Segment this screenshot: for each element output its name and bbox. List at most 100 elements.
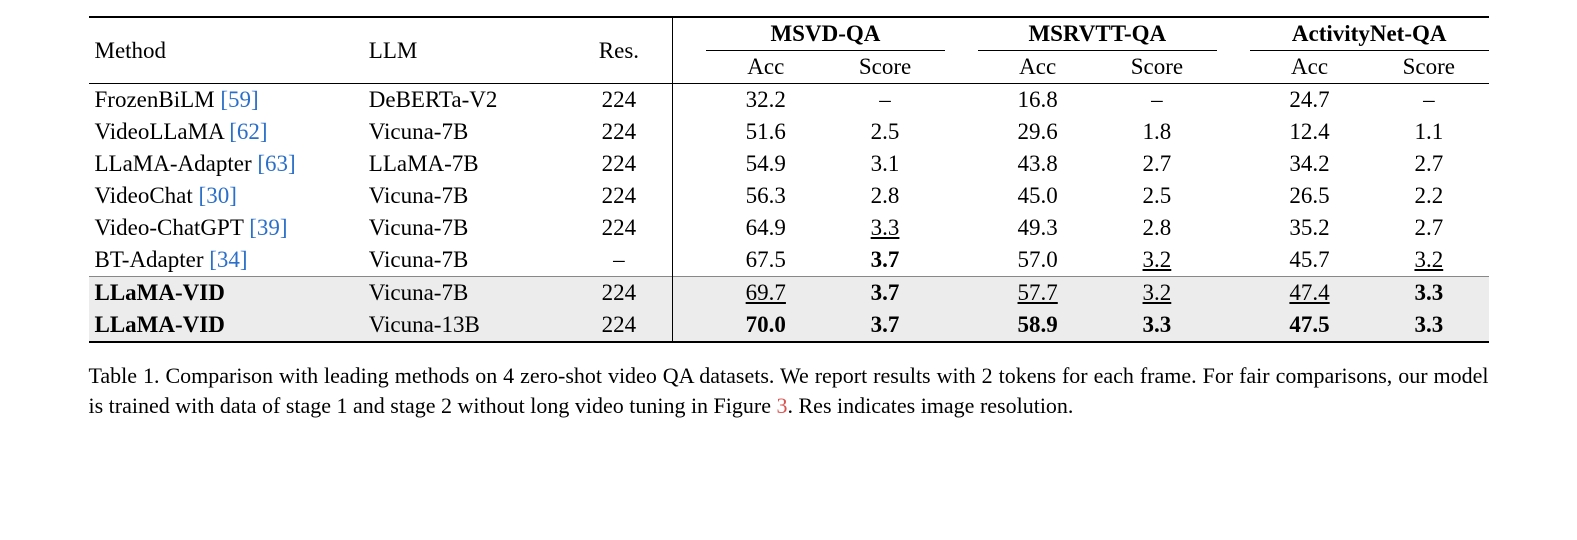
llm-cell: LLaMA-7B	[363, 148, 566, 180]
spacer	[1217, 277, 1250, 310]
method-name: FrozenBiLM	[95, 87, 215, 112]
spacer	[673, 309, 706, 342]
spacer	[945, 277, 978, 310]
anet-score-cell: 2.7	[1369, 212, 1488, 244]
method-cell: LLaMA-VID	[89, 309, 363, 342]
spacer	[673, 180, 706, 212]
spacer	[673, 244, 706, 277]
spacer	[945, 309, 978, 342]
anet-acc-cell: 47.4	[1250, 277, 1369, 310]
spacer	[1217, 17, 1250, 84]
col-group-anet: ActivityNet-QA	[1250, 17, 1489, 51]
msrvtt-acc-cell: 57.7	[978, 277, 1097, 310]
llm-cell: Vicuna-7B	[363, 180, 566, 212]
anet-acc-cell: 35.2	[1250, 212, 1369, 244]
col-acc: Acc	[706, 51, 825, 84]
msvd-acc-cell: 70.0	[706, 309, 825, 342]
method-cell: VideoChat [30]	[89, 180, 363, 212]
method-name: VideoChat	[95, 183, 193, 208]
msrvtt-score-cell: 3.2	[1097, 277, 1216, 310]
spacer	[1217, 309, 1250, 342]
citation: [59]	[220, 87, 258, 112]
table-row: LLaMA-VIDVicuna-13B22470.03.758.93.347.5…	[89, 309, 1489, 342]
anet-score-cell: 2.7	[1369, 148, 1488, 180]
anet-acc-cell: 26.5	[1250, 180, 1369, 212]
msvd-acc-cell: 67.5	[706, 244, 825, 277]
citation: [34]	[209, 247, 247, 272]
msvd-acc-cell: 56.3	[706, 180, 825, 212]
spacer	[945, 116, 978, 148]
method-cell: Video-ChatGPT [39]	[89, 212, 363, 244]
anet-acc-cell: 34.2	[1250, 148, 1369, 180]
method-name: LLaMA-Adapter	[95, 151, 252, 176]
table-row: Video-ChatGPT [39]Vicuna-7B22464.93.349.…	[89, 212, 1489, 244]
col-acc: Acc	[978, 51, 1097, 84]
msvd-score-cell: 2.8	[825, 180, 944, 212]
table-row: FrozenBiLM [59]DeBERTa-V222432.2–16.8–24…	[89, 84, 1489, 117]
spacer	[673, 116, 706, 148]
msrvtt-score-cell: 2.8	[1097, 212, 1216, 244]
res-cell: 224	[565, 116, 672, 148]
table-row: VideoChat [30]Vicuna-7B22456.32.845.02.5…	[89, 180, 1489, 212]
citation: [62]	[229, 119, 267, 144]
msrvtt-acc-cell: 49.3	[978, 212, 1097, 244]
res-cell: 224	[565, 277, 672, 310]
msrvtt-score-cell: 2.5	[1097, 180, 1216, 212]
anet-score-cell: 1.1	[1369, 116, 1488, 148]
msrvtt-acc-cell: 43.8	[978, 148, 1097, 180]
spacer	[673, 212, 706, 244]
col-group-msvd: MSVD-QA	[706, 17, 945, 51]
spacer	[945, 212, 978, 244]
msrvtt-acc-cell: 16.8	[978, 84, 1097, 117]
msvd-score-cell: 3.3	[825, 212, 944, 244]
results-table: Method LLM Res. MSVD-QA MSRVTT-QA Activi…	[89, 16, 1489, 343]
figure-ref: 3	[777, 393, 788, 418]
res-cell: 224	[565, 180, 672, 212]
msvd-score-cell: –	[825, 84, 944, 117]
msrvtt-score-cell: 2.7	[1097, 148, 1216, 180]
llm-cell: Vicuna-7B	[363, 116, 566, 148]
col-score: Score	[1369, 51, 1488, 84]
msvd-acc-cell: 54.9	[706, 148, 825, 180]
res-cell: 224	[565, 212, 672, 244]
msvd-score-cell: 2.5	[825, 116, 944, 148]
msvd-score-cell: 3.7	[825, 244, 944, 277]
res-cell: 224	[565, 148, 672, 180]
method-cell: VideoLLaMA [62]	[89, 116, 363, 148]
col-method: Method	[89, 17, 363, 84]
header-row-1: Method LLM Res. MSVD-QA MSRVTT-QA Activi…	[89, 17, 1489, 51]
msvd-score-cell: 3.7	[825, 277, 944, 310]
anet-acc-cell: 45.7	[1250, 244, 1369, 277]
spacer	[673, 17, 706, 84]
spacer	[1217, 180, 1250, 212]
spacer	[945, 84, 978, 117]
method-cell: BT-Adapter [34]	[89, 244, 363, 277]
spacer	[1217, 84, 1250, 117]
spacer	[1217, 116, 1250, 148]
table-row: VideoLLaMA [62]Vicuna-7B22451.62.529.61.…	[89, 116, 1489, 148]
msvd-acc-cell: 64.9	[706, 212, 825, 244]
anet-score-cell: 3.3	[1369, 277, 1488, 310]
citation: [39]	[249, 215, 287, 240]
table-row: LLaMA-Adapter [63] LLaMA-7B224 54.93.1 43.8…	[89, 148, 1489, 180]
table-row: BT-Adapter [34]Vicuna-7B–67.53.757.03.24…	[89, 244, 1489, 277]
caption-suffix: . Res indicates image resolution.	[788, 393, 1074, 418]
anet-acc-cell: 24.7	[1250, 84, 1369, 117]
llm-cell: Vicuna-7B	[363, 277, 566, 310]
col-acc: Acc	[1250, 51, 1369, 84]
msrvtt-score-cell: –	[1097, 84, 1216, 117]
method-name: Video-ChatGPT	[95, 215, 244, 240]
citation: [63]	[257, 151, 295, 176]
llm-cell: DeBERTa-V2	[363, 84, 566, 117]
msrvtt-score-cell: 1.8	[1097, 116, 1216, 148]
table-row: LLaMA-VIDVicuna-7B22469.73.757.73.247.43…	[89, 277, 1489, 310]
anet-score-cell: 3.2	[1369, 244, 1488, 277]
method-name: LLaMA-VID	[95, 312, 225, 337]
spacer	[673, 84, 706, 117]
msvd-score-cell: 3.7	[825, 309, 944, 342]
msrvtt-acc-cell: 29.6	[978, 116, 1097, 148]
msrvtt-score-cell: 3.2	[1097, 244, 1216, 277]
msvd-score-cell: 3.1	[825, 148, 944, 180]
method-name: LLaMA-VID	[95, 280, 225, 305]
anet-acc-cell: 12.4	[1250, 116, 1369, 148]
